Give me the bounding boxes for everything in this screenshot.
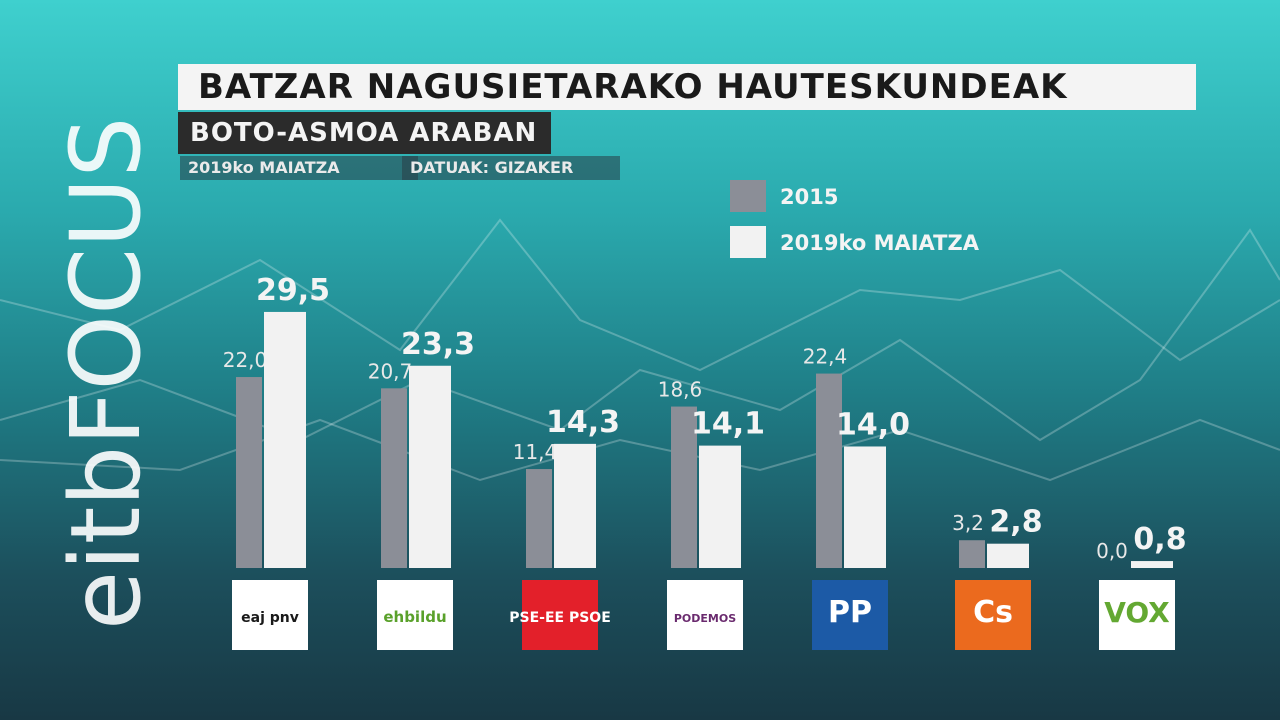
value-label: 20,7: [368, 359, 413, 383]
bar: [1131, 561, 1173, 568]
source-note: DATUAK: GIZAKER: [402, 156, 620, 180]
bar: [959, 540, 985, 568]
x-tick-label: ehbildu: [383, 608, 446, 626]
party-logo: [1099, 580, 1175, 650]
bar: [844, 446, 886, 568]
bar: [236, 377, 262, 568]
value-label: 0,0: [1096, 539, 1128, 563]
legend-label: 2019ko MAIATZA: [780, 231, 980, 255]
x-tick-label: PODEMOS: [674, 612, 736, 625]
x-tick-label: eaj pnv: [241, 610, 299, 626]
value-label: 0,8: [1133, 522, 1186, 557]
party-logo: [232, 580, 308, 650]
decor-line: [0, 418, 1280, 482]
x-tick-label: Cs: [973, 595, 1013, 630]
legend-swatch: [730, 180, 766, 212]
decor-line: [0, 228, 1280, 442]
chart-subtitle: BOTO-ASMOA ARABAN: [178, 112, 552, 154]
bar: [987, 543, 1029, 568]
legend-swatch: [730, 226, 766, 258]
x-tick-label: VOX: [1104, 596, 1170, 629]
value-label: 29,5: [256, 273, 330, 308]
legend-label: 2015: [780, 185, 838, 209]
value-label: 2,8: [989, 505, 1042, 540]
value-label: 11,4: [513, 440, 558, 464]
value-label: 14,3: [546, 405, 620, 440]
value-label: 22,0: [223, 348, 268, 372]
party-logo: [955, 580, 1031, 650]
value-label: 3,2: [952, 511, 984, 535]
value-label: 14,1: [691, 407, 765, 442]
bar: [699, 445, 741, 568]
date-note: 2019ko MAIATZA: [180, 156, 418, 180]
party-logo: [377, 580, 453, 650]
value-label: 23,3: [401, 327, 475, 362]
chart-title: BATZAR NAGUSIETARAKO HAUTESKUNDEAK: [178, 64, 1196, 110]
party-logo: [667, 580, 743, 650]
value-label: 22,4: [803, 345, 848, 369]
bar: [264, 311, 306, 568]
decor-line: [0, 218, 1280, 372]
bar: [554, 443, 596, 568]
x-tick-label: PP: [828, 595, 872, 630]
party-logo: [812, 580, 888, 650]
party-logo: [522, 580, 598, 650]
bar: [381, 388, 407, 568]
background-lines: [0, 218, 1280, 482]
bar: [816, 373, 842, 568]
bar: [671, 406, 697, 568]
value-label: 18,6: [658, 378, 703, 402]
brand-logo: eitbFOCUS: [50, 116, 162, 630]
x-tick-label: PSE-EE PSOE: [509, 610, 611, 626]
bar: [409, 365, 451, 568]
bar: [526, 469, 552, 568]
value-label: 14,0: [836, 407, 910, 442]
